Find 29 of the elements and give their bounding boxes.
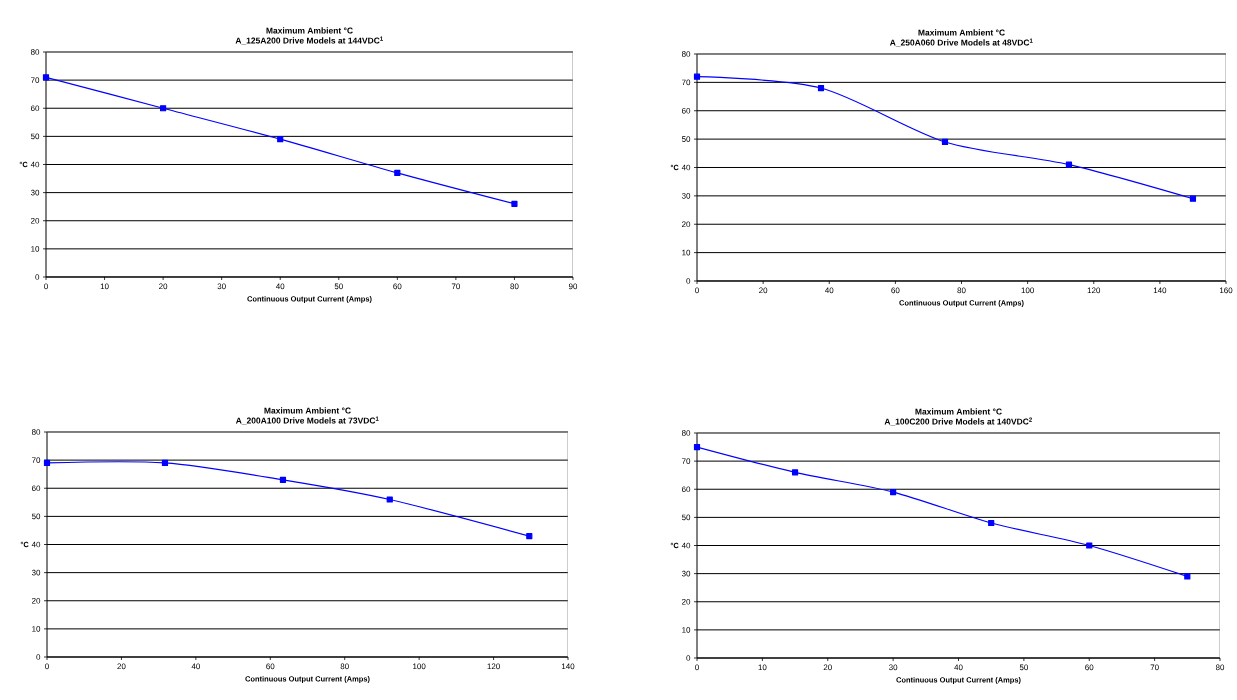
chart-title: Maximum Ambient °C [266, 27, 353, 34]
point [890, 488, 897, 496]
chart-title: Maximum Ambient °C [915, 408, 1002, 415]
point [693, 443, 701, 451]
point [1189, 195, 1197, 202]
point [277, 136, 284, 143]
point [817, 84, 825, 92]
chart-subtitle: A_200A100 Drive Models at 73VDC$^{1}$ [235, 416, 379, 425]
point [394, 169, 401, 177]
point [791, 469, 799, 476]
point [1184, 573, 1191, 580]
point [988, 519, 995, 527]
point [693, 73, 701, 80]
point [42, 74, 50, 81]
chart-subtitle: A_100C200 Drive Models at 140VDC$^{2}$ [884, 417, 1032, 426]
chart-subtitle: A_125A200 Drive Models at 144VDC$^{1}$ [235, 36, 383, 45]
chart-title: Maximum Ambient °C [918, 29, 1005, 36]
point [160, 105, 167, 112]
point [941, 138, 949, 146]
point [511, 200, 518, 207]
point [279, 476, 287, 483]
point [161, 459, 169, 467]
point [386, 496, 393, 503]
chart-subtitle: A_250A060 Drive Models at 48VDC$^{1}$ [889, 38, 1033, 47]
point [1065, 161, 1073, 168]
chart-title: Maximum Ambient °C [264, 407, 351, 414]
point [526, 532, 533, 540]
point [43, 459, 51, 467]
point [1086, 542, 1093, 549]
